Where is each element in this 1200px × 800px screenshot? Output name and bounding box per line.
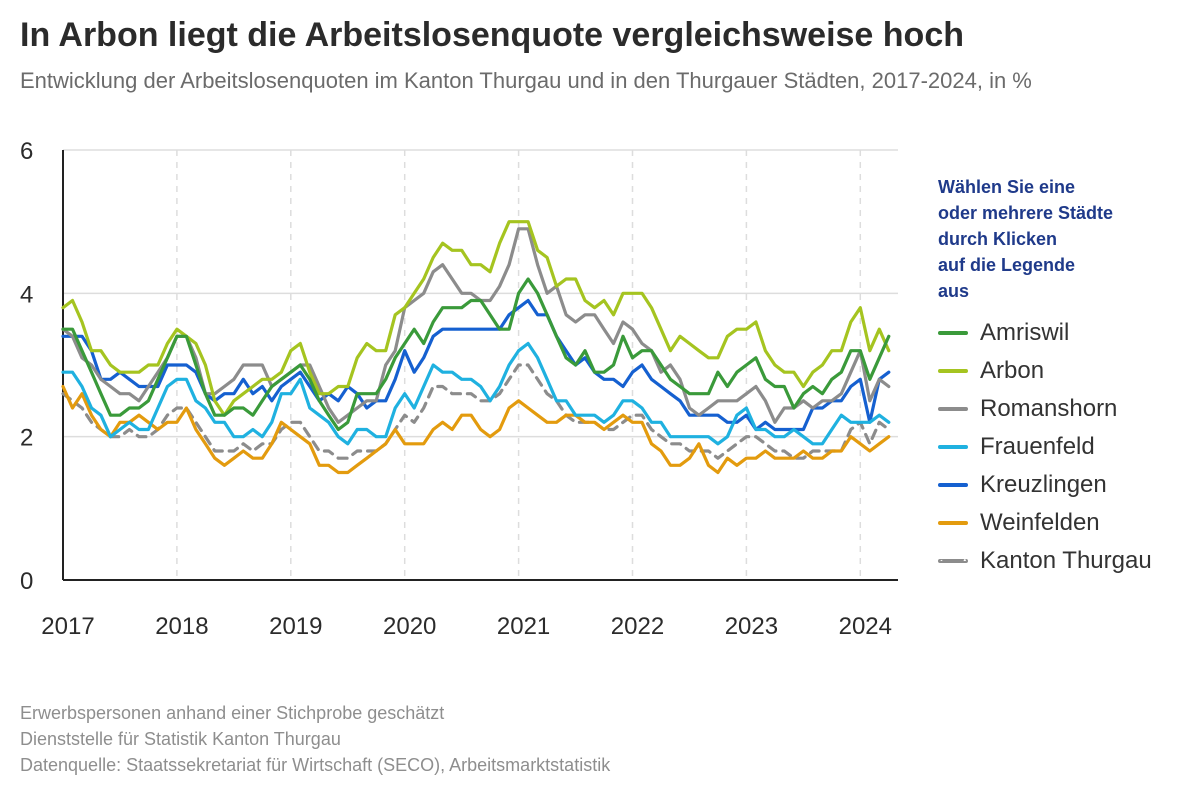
- series-line-kanton-thurgau: [61, 363, 891, 460]
- legend-items: Amriswil Arbon Romanshorn Frauenfeld Kreuzli…: [938, 314, 1188, 580]
- x-tick-label: 2020: [383, 613, 436, 640]
- legend-item-frauenfeld[interactable]: Frauenfeld: [938, 428, 1188, 466]
- legend-item-amriswil[interactable]: Amriswil: [938, 314, 1188, 352]
- legend-label: Arbon: [980, 357, 1045, 384]
- legend-item-kanton-thurgau[interactable]: Kanton Thurgau: [938, 542, 1188, 580]
- x-tick-label: 2024: [839, 613, 892, 640]
- line-chart: 0 2 4 6 2017 2018 2019 2020 2021 2022 2023 2024: [20, 138, 898, 640]
- x-tick-label: 2022: [611, 613, 664, 640]
- legend-swatch: [938, 445, 968, 449]
- legend-label: Romanshorn: [980, 395, 1118, 422]
- series-line-amriswil: [61, 277, 891, 432]
- legend-swatch: [938, 407, 968, 411]
- x-tick-label: 2019: [269, 613, 322, 640]
- legend-label: Amriswil: [980, 319, 1070, 346]
- y-tick-label: 4: [20, 281, 33, 308]
- legend-item-weinfelden[interactable]: Weinfelden: [938, 504, 1188, 542]
- y-tick-label: 2: [20, 425, 33, 452]
- legend-label: Kanton Thurgau: [980, 547, 1152, 574]
- legend-label: Kreuzlingen: [980, 471, 1107, 498]
- x-tick-label: 2021: [497, 613, 550, 640]
- footer-publisher: Dienststelle für Statistik Kanton Thurga…: [20, 729, 341, 749]
- legend-swatch: [938, 559, 968, 563]
- x-tick-label: 2018: [155, 613, 208, 640]
- legend-item-kreuzlingen[interactable]: Kreuzlingen: [938, 466, 1188, 504]
- footer-note: Erwerbspersonen anhand einer Stichprobe …: [20, 703, 445, 723]
- chart-title: In Arbon liegt die Arbeitslosenquote ver…: [20, 16, 964, 54]
- x-tick-label: 2017: [41, 613, 94, 640]
- series-line-romanshorn: [61, 227, 891, 424]
- series-line-arbon: [61, 220, 891, 417]
- legend-swatch: [938, 483, 968, 487]
- legend-swatch: [938, 521, 968, 525]
- footer-source: Datenquelle: Staatssekretariat für Wirts…: [20, 755, 611, 775]
- legend-label: Weinfelden: [980, 509, 1100, 536]
- legend: Wählen Sie eine oder mehrere Städte durc…: [938, 174, 1188, 580]
- chart-subtitle: Entwicklung der Arbeitslosenquoten im Ka…: [20, 68, 1032, 93]
- legend-item-romanshorn[interactable]: Romanshorn: [938, 390, 1188, 428]
- legend-hint: Wählen Sie eine oder mehrere Städte durc…: [938, 177, 1114, 301]
- legend-label: Frauenfeld: [980, 433, 1095, 460]
- series-line-frauenfeld: [61, 341, 891, 446]
- y-tick-label: 6: [20, 138, 33, 165]
- legend-item-arbon[interactable]: Arbon: [938, 352, 1188, 390]
- y-tick-label: 0: [20, 568, 33, 595]
- footer: Erwerbspersonen anhand einer Stichprobe …: [20, 700, 610, 778]
- series-line-weinfelden: [61, 384, 891, 475]
- legend-swatch: [938, 369, 968, 373]
- x-tick-label: 2023: [725, 613, 778, 640]
- legend-swatch: [938, 331, 968, 335]
